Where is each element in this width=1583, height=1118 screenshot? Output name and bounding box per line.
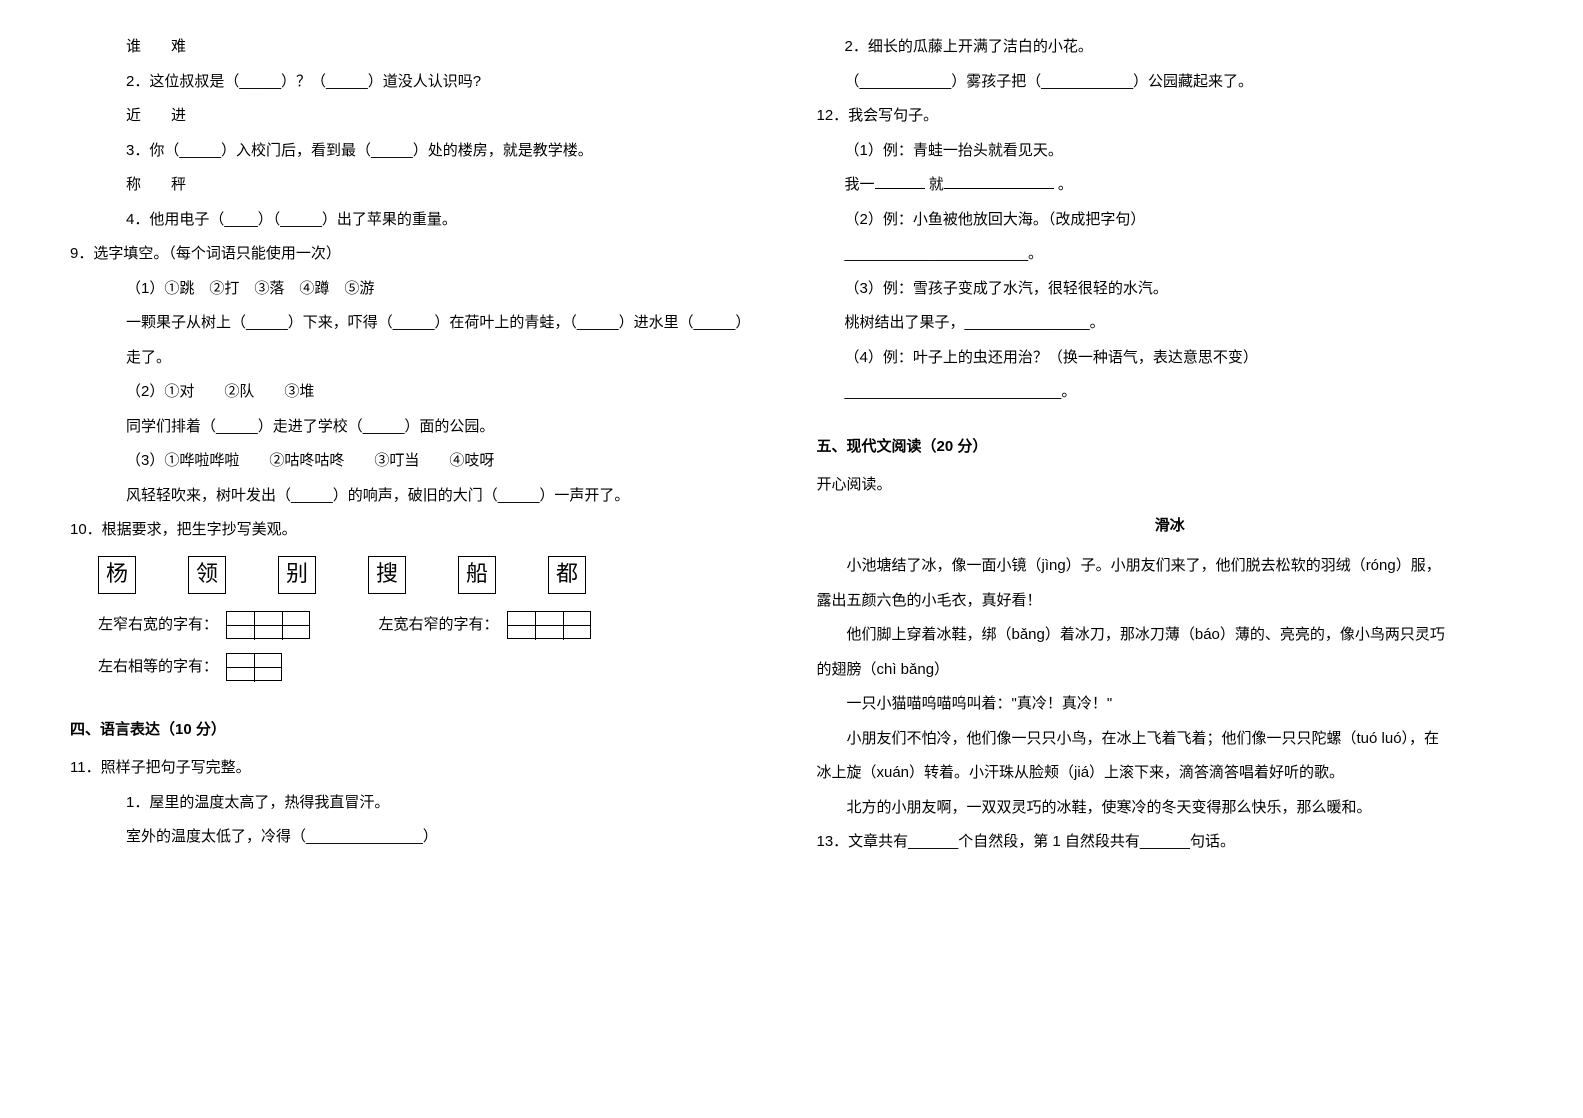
char-box-2: 别 (278, 556, 316, 594)
reading-p1b: 露出五颜六色的小毛衣，真好看！ (817, 584, 1524, 619)
reading-p5: 北方的小朋友啊，一双双灵巧的冰鞋，使寒冷的冬天变得那么快乐，那么暖和。 (817, 791, 1524, 826)
reading-title: 滑冰 (817, 509, 1524, 544)
q11-title: 11．照样子把句子写完整。 (70, 751, 777, 786)
q8-pair2: 近 进 (70, 99, 777, 134)
section4-title: 四、语言表达（10 分） (70, 713, 777, 748)
q12-title: 12．我会写句子。 (817, 99, 1524, 134)
q9-row2-blank: 同学们排着（_____）走进了学校（_____）面的公园。 (70, 410, 777, 445)
q9-row1: （1）①跳 ②打 ③落 ④蹲 ⑤游 (70, 272, 777, 307)
q11-l2: 室外的温度太低了，冷得（______________） (70, 820, 777, 855)
char-box-4: 船 (458, 556, 496, 594)
reading-p4b: 冰上旋（xuán）转着。小汗珠从脸颊（jiá）上滚下来，滴答滴答唱着好听的歌。 (817, 756, 1524, 791)
reading-p3: 一只小猫喵呜喵呜叫着："真冷！真冷！" (817, 687, 1524, 722)
q8-pair1: 谁 难 (70, 30, 777, 65)
blank[interactable] (875, 174, 925, 189)
q12-r2: （2）例：小鱼被他放回大海。（改成把字句） (817, 203, 1524, 238)
q12-r3: （3）例：雪孩子变成了水汽，很轻很轻的水汽。 (817, 272, 1524, 307)
q11b-l1: 2．细长的瓜藤上开满了洁白的小花。 (817, 30, 1524, 65)
q12-r1b: 我一 就 。 (817, 168, 1524, 203)
q9-row2: （2）①对 ②队 ③堆 (70, 375, 777, 410)
q10-lbl1: 左窄右宽的字有： (98, 608, 218, 643)
q9-row1-end: 走了。 (70, 341, 777, 376)
q12-r3b: 桃树结出了果子，_______________。 (817, 306, 1524, 341)
section5-title: 五、现代文阅读（20 分） (817, 430, 1524, 465)
q12-r4: （4）例：叶子上的虫还用治？（换一种语气，表达意思不变） (817, 341, 1524, 376)
q10-char-row: 杨 领 别 搜 船 都 (98, 556, 777, 594)
q10-lbl3: 左右相等的字有： (98, 650, 218, 685)
q13: 13．文章共有______个自然段，第 1 自然段共有______句话。 (817, 825, 1524, 860)
q12-r1: （1）例：青蛙一抬头就看见天。 (817, 134, 1524, 169)
q12-r1b-c: 。 (1058, 176, 1073, 193)
q9-row3-blank: 风轻轻吹来，树叶发出（_____）的响声，破旧的大门（_____）一声开了。 (70, 479, 777, 514)
q9-title: 9．选字填空。（每个词语只能使用一次） (70, 237, 777, 272)
q12-r1b-a: 我一 (845, 176, 875, 193)
grid-2[interactable] (226, 653, 282, 681)
q8-line2: 2．这位叔叔是（_____）？（_____）道没人认识吗? (70, 65, 777, 100)
char-box-3: 搜 (368, 556, 406, 594)
char-box-5: 都 (548, 556, 586, 594)
char-box-0: 杨 (98, 556, 136, 594)
reading-p4: 小朋友们不怕冷，他们像一只只小鸟，在冰上飞着飞着；他们像一只只陀螺（tuó lu… (817, 722, 1524, 757)
q12-r1b-b: 就 (929, 176, 944, 193)
q10-title: 10．根据要求，把生字抄写美观。 (70, 513, 777, 548)
reading-intro: 开心阅读。 (817, 468, 1524, 503)
grid-3b[interactable] (507, 611, 591, 639)
q9-row3: （3）①哗啦哗啦 ②咕咚咕咚 ③叮当 ④吱呀 (70, 444, 777, 479)
q10-lbl-row1: 左窄右宽的字有： 左宽右窄的字有： (98, 608, 777, 643)
q9-row1-blank: 一颗果子从树上（_____）下来，吓得（_____）在荷叶上的青蛙，（_____… (70, 306, 777, 341)
char-box-1: 领 (188, 556, 226, 594)
q11b-l2: （___________）雾孩子把（___________）公园藏起来了。 (817, 65, 1524, 100)
reading-p1: 小池塘结了冰，像一面小镜（jìng）子。小朋友们来了，他们脱去松软的羽绒（rón… (817, 549, 1524, 584)
q10-lbl2: 左宽右窄的字有： (379, 608, 499, 643)
q11-l1: 1．屋里的温度太高了，热得我直冒汗。 (70, 786, 777, 821)
grid-3a[interactable] (226, 611, 310, 639)
q12-r2b: ______________________。 (817, 237, 1524, 272)
blank[interactable] (944, 174, 1054, 189)
q12-r4b: __________________________。 (817, 375, 1524, 410)
q8-pair3: 称 秤 (70, 168, 777, 203)
q8-line3: 3．你（_____）入校门后，看到最（_____）处的楼房，就是教学楼。 (70, 134, 777, 169)
reading-p2b: 的翅膀（chì bǎng） (817, 653, 1524, 688)
q8-line4: 4．他用电子（____）（_____）出了苹果的重量。 (70, 203, 777, 238)
reading-p2: 他们脚上穿着冰鞋，绑（bǎng）着冰刀，那冰刀薄（báo）薄的、亮亮的，像小鸟两… (817, 618, 1524, 653)
q10-lbl-row2: 左右相等的字有： (98, 650, 777, 685)
